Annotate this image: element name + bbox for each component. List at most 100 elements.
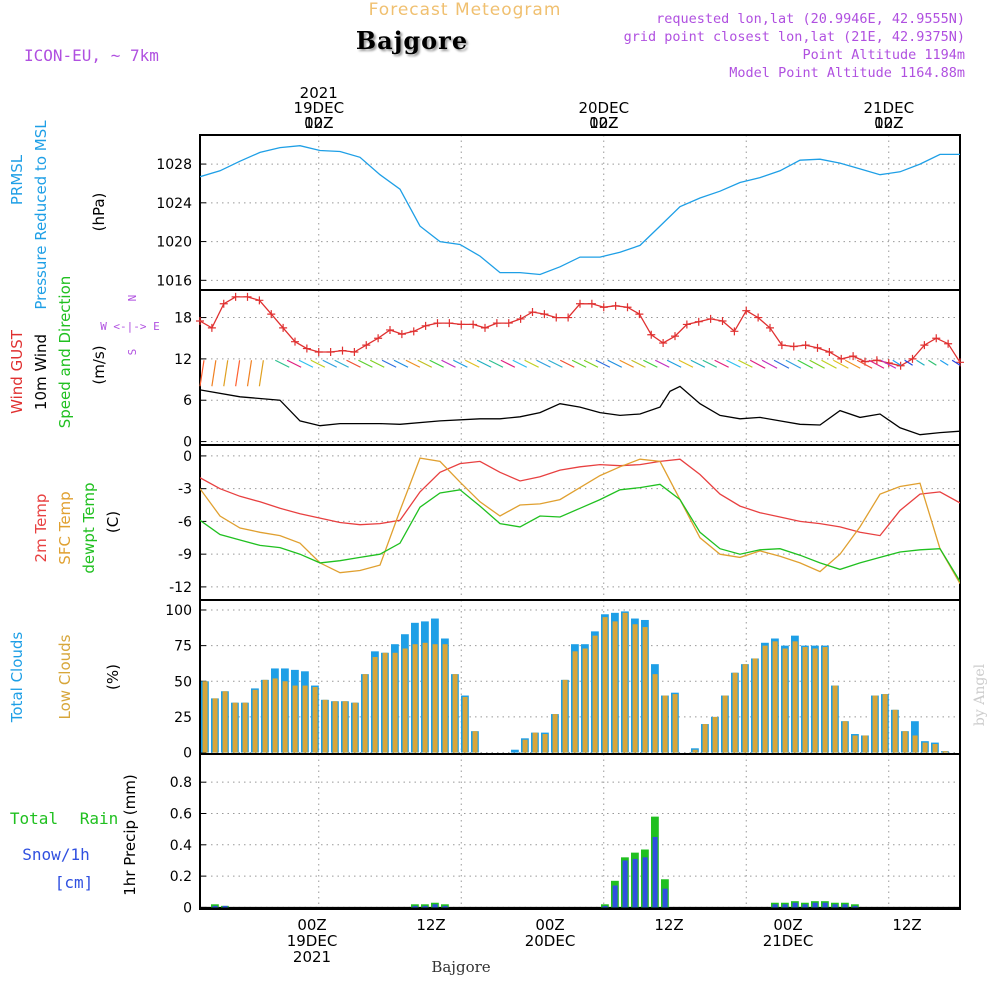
bottom-time-label: 2021	[293, 948, 331, 966]
gust-marker	[754, 313, 763, 322]
gust-marker	[682, 320, 691, 329]
wind-direction-arrow	[274, 359, 290, 368]
low-cloud-bar	[862, 735, 868, 753]
low-cloud-bar	[382, 652, 388, 753]
ytick-label-wind: 12	[174, 352, 192, 368]
wind-direction-arrow	[559, 359, 575, 368]
low-cloud-bar	[572, 651, 578, 753]
model-label: ICON-EU, ~ 7km	[24, 46, 159, 65]
gust-marker	[576, 299, 584, 308]
wind-direction-arrow	[951, 359, 961, 366]
gust-marker	[397, 330, 406, 339]
wind-direction-arrow	[928, 359, 937, 366]
wind-direction-arrow	[429, 359, 444, 368]
wind-dir-we: W <-|-> E	[100, 320, 160, 333]
gust-marker	[587, 299, 596, 308]
snow-bar	[602, 905, 608, 908]
snow-bar	[442, 905, 448, 908]
gust-marker	[504, 319, 513, 328]
gust-marker	[350, 348, 359, 356]
top-time-label: 12Z	[874, 114, 903, 132]
wind-direction-arrow	[211, 360, 217, 387]
snow-bar	[612, 885, 618, 908]
model-altitude: Model Point Altitude 1164.88m	[729, 65, 965, 81]
wind-direction-arrow	[524, 359, 539, 368]
wind-direction-arrow	[916, 359, 925, 366]
gust-marker	[267, 310, 276, 319]
total-cloud-bar	[511, 749, 519, 753]
wind-direction-arrow	[393, 359, 409, 368]
low-cloud-bar	[932, 744, 938, 753]
low-cloud-bar	[522, 739, 528, 753]
wind-direction-arrow	[298, 359, 314, 368]
wind-direction-arrow	[678, 359, 694, 368]
gust-marker	[635, 310, 644, 319]
wind-direction-arrow	[809, 359, 825, 369]
wind-direction-arrow	[631, 359, 646, 368]
low-cloud-bar	[942, 751, 948, 753]
gust-marker	[777, 341, 786, 350]
snow-bar	[422, 905, 428, 908]
supertitle: Forecast Meteogram	[369, 0, 562, 20]
snow-bar	[772, 904, 778, 908]
bottom-time-label: 12Z	[892, 916, 921, 934]
bottom-time-label: 19DEC	[287, 932, 338, 950]
wind-direction-arrow	[714, 359, 729, 368]
gust-marker	[552, 313, 561, 322]
low-cloud-bar	[542, 734, 548, 753]
gust-marker	[433, 319, 442, 328]
pressure-label-1: PRMSL	[8, 154, 26, 205]
wind-direction-arrow	[821, 359, 837, 369]
gust-marker	[516, 314, 525, 323]
gust-marker	[386, 325, 394, 334]
low-cloud-bar	[752, 658, 758, 753]
gust-marker	[623, 303, 632, 312]
low-cloud-bar	[922, 742, 928, 753]
ytick-label-precip: 0.6	[170, 806, 192, 822]
temp-sfc-label: SFC Temp	[56, 491, 74, 564]
gust-marker	[469, 320, 478, 329]
low-cloud-bar	[882, 694, 888, 753]
low-cloud-bar	[412, 644, 418, 753]
snow-bar	[662, 888, 668, 908]
ytick-label-clouds: 25	[174, 710, 192, 726]
top-time-label: 12Z	[304, 114, 333, 132]
low-cloud-bar	[532, 732, 538, 753]
snow-bar	[832, 904, 838, 908]
snow-bar	[432, 904, 438, 908]
gust-marker	[611, 301, 620, 310]
gust-marker	[291, 337, 299, 346]
gust-marker	[528, 308, 537, 317]
ytick-label-temperature: -12	[169, 580, 192, 596]
wind-direction-arrow	[548, 359, 563, 368]
low-cloud-bar	[282, 681, 288, 753]
snow-bar	[652, 836, 658, 908]
wind-direction-arrow	[904, 359, 913, 366]
top-date-label: 00Z	[589, 114, 618, 132]
gust-marker	[481, 323, 489, 332]
wind-direction-arrow	[643, 359, 658, 368]
gust-marker	[231, 292, 240, 301]
gust-marker	[196, 317, 204, 325]
low-cloud-bar	[812, 648, 818, 753]
snow-bar	[822, 902, 828, 908]
wind-direction-arrow	[785, 359, 802, 369]
low-cloud-label: Low Clouds	[56, 634, 74, 719]
wind-direction-arrow	[833, 359, 849, 369]
wind-direction-arrow	[199, 360, 205, 387]
wind-direction-arrow	[381, 359, 397, 368]
gust-marker	[492, 319, 501, 328]
ytick-label-temperature: -6	[178, 514, 192, 530]
gust-marker	[457, 320, 466, 329]
low-cloud-bar	[632, 624, 638, 753]
low-cloud-bar	[742, 664, 748, 753]
gust-marker	[742, 306, 751, 315]
wind-direction-arrow	[761, 359, 778, 369]
top-date-label: 21DEC	[863, 99, 914, 117]
low-cloud-bar	[472, 731, 478, 753]
low-cloud-bar	[692, 749, 698, 753]
gust-marker	[647, 330, 656, 339]
requested-coords: requested lon,lat (20.9946E, 42.9555N)	[656, 11, 965, 27]
low-cloud-bar	[592, 635, 598, 753]
